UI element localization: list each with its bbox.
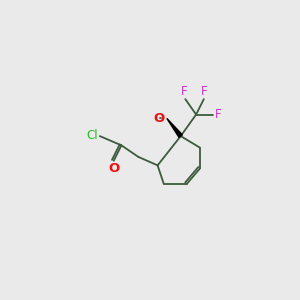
Text: Cl: Cl xyxy=(87,129,98,142)
Text: F: F xyxy=(181,85,188,98)
Text: F: F xyxy=(201,85,208,98)
Text: F: F xyxy=(214,108,221,121)
Polygon shape xyxy=(167,118,182,137)
Text: O: O xyxy=(108,161,119,175)
Text: O: O xyxy=(153,112,164,125)
